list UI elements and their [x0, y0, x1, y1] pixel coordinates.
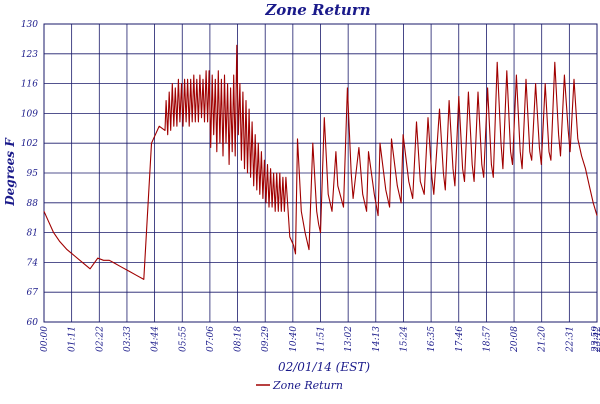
x-tick-label: 10:40	[289, 326, 299, 352]
x-tick-label: 23:42	[593, 326, 600, 353]
series-line-0	[43, 44, 598, 280]
x-tick-label: 11:51	[317, 326, 327, 352]
y-tick-label: 74	[27, 258, 39, 268]
y-tick-label: 123	[21, 50, 38, 60]
y-tick-label: 116	[21, 80, 38, 90]
x-tick-label: 02:22	[95, 326, 105, 352]
y-tick-label: 130	[21, 20, 38, 30]
x-tick-label: 00:00	[40, 326, 50, 352]
x-tick-label: 17:46	[455, 326, 465, 352]
y-tick-label: 67	[27, 288, 39, 298]
y-tick-label: 60	[27, 318, 39, 328]
y-tick-label: 102	[21, 139, 38, 149]
x-tick-label: 05:55	[178, 326, 188, 352]
x-tick-label: 16:35	[427, 326, 437, 352]
x-tick-label: 18:57	[482, 326, 492, 352]
x-tick-label: 13:02	[344, 326, 354, 352]
x-tick-label: 03:33	[123, 326, 133, 352]
x-tick-label: 07:06	[206, 326, 216, 352]
x-tick-label: 08:18	[234, 326, 244, 352]
x-tick-label: 09:29	[261, 326, 271, 352]
x-axis-label: 02/01/14 (EST)	[278, 360, 370, 374]
y-axis-label: Degrees F	[3, 137, 17, 207]
y-tick-label: 88	[27, 199, 39, 209]
x-tick-label: 22:31	[565, 326, 575, 353]
x-tick-label: 14:13	[372, 326, 382, 352]
x-tick-label: 20:08	[510, 326, 520, 353]
x-tick-label: 23:59	[591, 326, 600, 353]
x-tick-label: 01:11	[68, 326, 78, 352]
x-tick-label: 21:20	[538, 326, 548, 353]
x-tick-label: 15:24	[399, 326, 409, 352]
y-tick-label: 95	[27, 169, 39, 179]
y-tick-label: 81	[27, 229, 38, 239]
legend-label: Zone Return	[272, 379, 343, 392]
chart-title: Zone Return	[264, 1, 370, 19]
y-tick-label: 109	[21, 109, 38, 119]
x-tick-label: 04:44	[151, 326, 161, 352]
